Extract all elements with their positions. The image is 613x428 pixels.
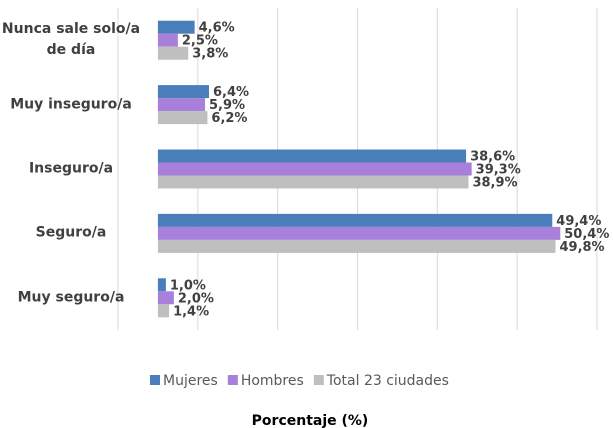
value-label: 49,8% <box>559 240 604 255</box>
category-label: Muy inseguro/a <box>10 96 132 113</box>
bar <box>157 278 166 292</box>
category-label: Seguro/a <box>35 224 107 241</box>
legend-swatch <box>313 375 324 385</box>
x-axis-label: Porcentaje (%) <box>252 413 369 428</box>
value-label: 6,4% <box>213 85 249 100</box>
bar <box>157 226 561 240</box>
category-label: Muy seguro/a <box>17 289 125 306</box>
bar <box>157 98 206 112</box>
bar <box>157 46 189 60</box>
value-label: 4,6% <box>199 21 235 36</box>
value-label: 3,8% <box>192 47 228 62</box>
bar <box>157 239 556 253</box>
value-label: 2,0% <box>178 291 214 306</box>
value-label: 38,6% <box>470 150 515 165</box>
category-label: Inseguro/a <box>28 160 114 177</box>
legend-label: Mujeres <box>163 373 218 389</box>
bar <box>157 149 467 163</box>
bar <box>157 111 208 125</box>
bar <box>157 162 472 176</box>
bar <box>157 175 469 189</box>
value-label: 2,5% <box>182 34 218 49</box>
bar <box>157 304 170 318</box>
bar <box>157 33 178 47</box>
value-label: 6,2% <box>211 111 247 126</box>
legend-label: Hombres <box>241 373 304 389</box>
bar <box>157 85 210 99</box>
legend-swatch <box>227 375 238 385</box>
value-label: 38,9% <box>472 176 517 191</box>
value-label: 39,3% <box>476 163 521 178</box>
value-label: 1,0% <box>170 278 206 293</box>
bar <box>157 20 195 34</box>
legend-label: Total 23 ciudades <box>326 373 449 389</box>
bar <box>157 213 553 227</box>
value-label: 49,4% <box>556 214 601 229</box>
category-label: Nunca sale solo/a de día <box>1 21 141 59</box>
value-label: 5,9% <box>209 98 245 113</box>
value-label: 50,4% <box>564 227 609 242</box>
value-label: 1,4% <box>173 304 209 319</box>
legend-swatch <box>150 375 160 385</box>
bar <box>157 291 174 305</box>
